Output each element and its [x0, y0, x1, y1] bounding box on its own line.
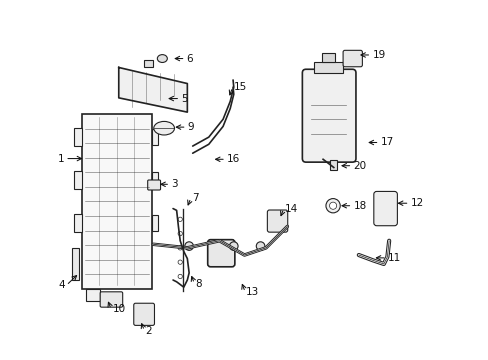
Text: 6: 6 — [186, 54, 193, 64]
Bar — [151, 215, 158, 231]
Text: 15: 15 — [233, 82, 246, 92]
Bar — [151, 172, 158, 188]
FancyBboxPatch shape — [267, 210, 287, 232]
Bar — [74, 128, 82, 146]
Text: 11: 11 — [387, 253, 400, 263]
Bar — [313, 62, 342, 73]
Bar — [329, 159, 337, 170]
Text: 12: 12 — [410, 198, 423, 208]
Circle shape — [178, 246, 182, 250]
Bar — [82, 114, 151, 289]
Circle shape — [178, 217, 182, 221]
Text: 16: 16 — [226, 154, 240, 164]
Text: 18: 18 — [353, 201, 366, 211]
Text: 19: 19 — [372, 50, 385, 60]
Text: 8: 8 — [195, 279, 202, 289]
Text: 17: 17 — [380, 138, 393, 148]
Circle shape — [229, 242, 238, 250]
Bar — [143, 60, 152, 67]
Text: 20: 20 — [353, 161, 366, 171]
Ellipse shape — [153, 121, 174, 135]
FancyBboxPatch shape — [147, 180, 160, 190]
Bar — [151, 129, 158, 145]
Bar — [85, 289, 100, 301]
Circle shape — [256, 242, 264, 250]
Circle shape — [178, 260, 182, 264]
Text: 5: 5 — [181, 94, 187, 104]
Bar — [322, 53, 334, 62]
Text: 7: 7 — [192, 193, 198, 203]
FancyBboxPatch shape — [302, 69, 355, 162]
Circle shape — [178, 231, 182, 236]
Text: 14: 14 — [285, 203, 298, 213]
FancyBboxPatch shape — [373, 192, 397, 226]
Text: 2: 2 — [145, 326, 152, 336]
FancyBboxPatch shape — [343, 50, 362, 67]
Ellipse shape — [157, 55, 167, 63]
Text: 13: 13 — [246, 287, 259, 297]
Bar — [74, 171, 82, 189]
Circle shape — [329, 202, 336, 209]
Polygon shape — [119, 67, 187, 112]
Text: 1: 1 — [58, 154, 64, 163]
Circle shape — [178, 274, 182, 279]
Bar — [74, 214, 82, 232]
Circle shape — [325, 199, 340, 213]
FancyBboxPatch shape — [207, 240, 234, 267]
Text: 4: 4 — [59, 280, 65, 291]
Text: 9: 9 — [187, 122, 194, 132]
FancyBboxPatch shape — [100, 292, 122, 307]
FancyBboxPatch shape — [134, 303, 154, 325]
Bar — [71, 248, 79, 280]
Circle shape — [184, 242, 193, 250]
Text: 10: 10 — [112, 304, 125, 314]
Text: 3: 3 — [171, 179, 178, 189]
